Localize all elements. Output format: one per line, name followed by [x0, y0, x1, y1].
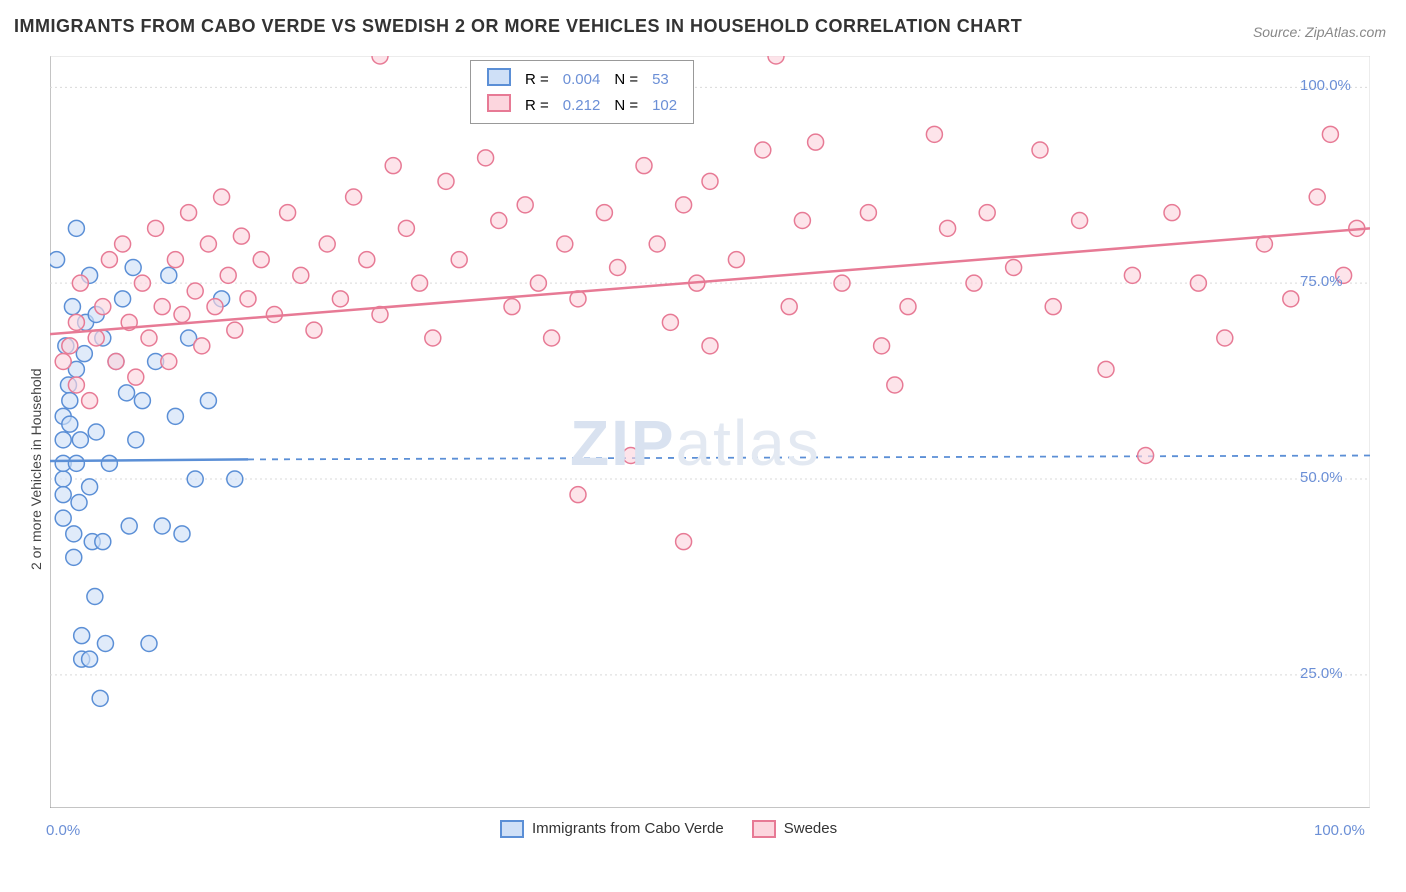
legend-swatch	[500, 820, 524, 838]
y-tick-label: 100.0%	[1300, 77, 1351, 94]
x-tick-label: 100.0%	[1314, 822, 1365, 839]
legend-r-value: 0.004	[557, 67, 607, 91]
legend-n-value: 53	[646, 67, 683, 91]
legend-swatch	[487, 68, 511, 86]
chart-container: IMMIGRANTS FROM CABO VERDE VS SWEDISH 2 …	[0, 0, 1406, 892]
legend-n-value: 102	[646, 93, 683, 117]
legend-n-label: N =	[608, 93, 644, 117]
scatter-plot	[50, 56, 1370, 808]
legend-label: Swedes	[784, 820, 837, 837]
legend-item: Swedes	[752, 820, 837, 838]
legend-r-label: R =	[519, 93, 555, 117]
legend-swatch	[752, 820, 776, 838]
legend-stats-row: R =0.212N =102	[481, 93, 683, 117]
legend-label: Immigrants from Cabo Verde	[532, 820, 724, 837]
x-tick-label: 0.0%	[46, 822, 80, 839]
source-label: Source: ZipAtlas.com	[1253, 24, 1386, 40]
y-axis-label: 2 or more Vehicles in Household	[28, 368, 44, 570]
y-tick-label: 25.0%	[1300, 665, 1343, 682]
legend-swatch	[487, 94, 511, 112]
y-tick-label: 75.0%	[1300, 273, 1343, 290]
legend-r-label: R =	[519, 67, 555, 91]
legend-r-value: 0.212	[557, 93, 607, 117]
chart-title: IMMIGRANTS FROM CABO VERDE VS SWEDISH 2 …	[14, 16, 1022, 37]
correlation-legend: R =0.004N =53R =0.212N =102	[470, 60, 694, 124]
series-legend: Immigrants from Cabo Verde Swedes	[500, 820, 837, 838]
y-tick-label: 50.0%	[1300, 469, 1343, 486]
legend-stats-table: R =0.004N =53R =0.212N =102	[479, 65, 685, 119]
legend-item: Immigrants from Cabo Verde	[500, 820, 724, 838]
legend-stats-row: R =0.004N =53	[481, 67, 683, 91]
legend-n-label: N =	[608, 67, 644, 91]
